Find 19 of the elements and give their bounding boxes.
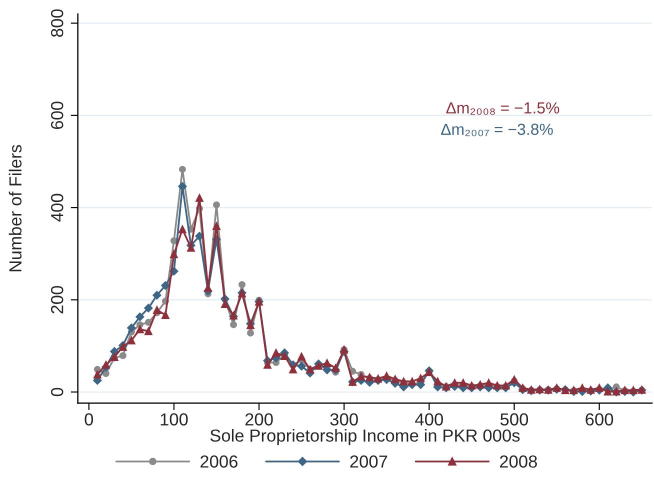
y-tick-label: 200 (50, 286, 64, 314)
x-tick-label: 100 (160, 413, 188, 426)
legend-label: 2006 (200, 455, 238, 468)
x-tick-label: 0 (84, 413, 94, 426)
x-tick-label: 500 (500, 413, 528, 426)
y-tick-label: 0 (50, 388, 64, 396)
legend-label: 2008 (500, 455, 537, 468)
x-tick-label: 300 (330, 413, 358, 426)
annotation: Δm₂₀₀₈ = −1.5% (446, 102, 560, 115)
legend-label: 2007 (350, 455, 388, 468)
annotation: Δm₂₀₀₇ = −3.8% (441, 124, 553, 136)
y-tick-label: 600 (50, 102, 64, 129)
x-tick-label: 200 (245, 413, 273, 426)
x-tick-label: 400 (415, 413, 443, 426)
y-axis-title: Number of Filers (8, 144, 22, 272)
x-axis-title: Sole Proprietorship Income in PKR 000s (210, 428, 520, 446)
y-tick-label: 800 (50, 9, 64, 37)
x-tick-label: 600 (586, 413, 614, 426)
y-tick-label: 400 (50, 194, 64, 222)
